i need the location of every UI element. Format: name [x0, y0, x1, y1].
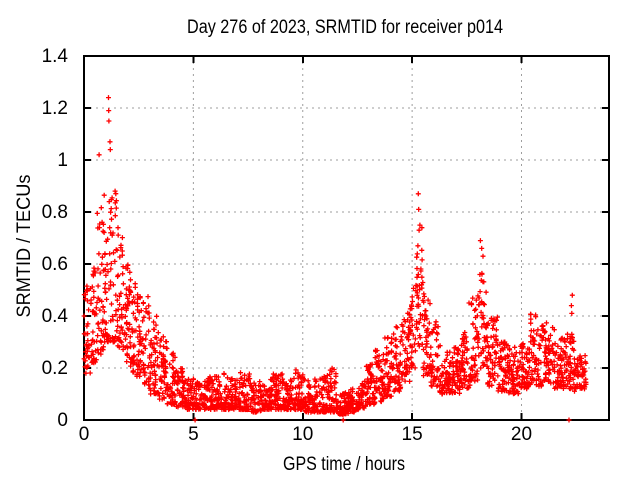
x-tick-label: 15 [402, 424, 423, 445]
grid-lines [84, 56, 609, 420]
tick-labels: 0 5 10 15 20 0 0.2 0.4 0.6 0.8 1 1.2 1.4 [42, 46, 532, 445]
y-tick-label: 0.2 [42, 358, 68, 379]
x-tick-label: 0 [79, 424, 90, 445]
scatter-points-srmtid [81, 95, 589, 423]
x-tick-label: 10 [292, 424, 313, 445]
x-tick-label: 20 [511, 424, 532, 445]
y-tick-label: 1.2 [42, 98, 68, 119]
y-tick-label: 0.8 [42, 202, 68, 223]
data-points [81, 95, 589, 423]
chart-title: Day 276 of 2023, SRMTID for receiver p01… [187, 17, 503, 38]
x-axis-label: GPS time / hours [283, 454, 405, 475]
y-axis-label: SRMTID / TECUs [14, 175, 35, 318]
y-tick-label: 0.6 [42, 254, 68, 275]
y-tick-label: 1.4 [42, 46, 69, 67]
x-tick-label: 5 [188, 424, 199, 445]
y-tick-label: 1 [57, 150, 68, 171]
y-tick-label: 0.4 [42, 306, 69, 327]
axes [83, 55, 610, 421]
y-tick-label: 0 [57, 410, 68, 431]
plot-border [83, 55, 610, 421]
